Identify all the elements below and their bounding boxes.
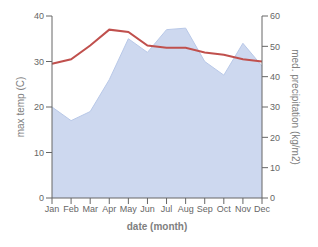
svg-text:May: May: [120, 204, 138, 214]
svg-text:10: 10: [34, 148, 44, 158]
svg-text:Oct: Oct: [217, 204, 232, 214]
svg-text:0: 0: [39, 193, 44, 203]
svg-text:40: 40: [270, 72, 280, 82]
svg-text:50: 50: [270, 42, 280, 52]
svg-text:Dec: Dec: [254, 204, 271, 214]
svg-text:Sep: Sep: [197, 204, 213, 214]
svg-text:Jan: Jan: [45, 204, 60, 214]
svg-text:Nov: Nov: [235, 204, 252, 214]
svg-text:20: 20: [270, 133, 280, 143]
svg-text:med. precipitation (kg/m2): med. precipitation (kg/m2): [290, 49, 301, 165]
svg-text:0: 0: [270, 193, 275, 203]
svg-text:40: 40: [34, 11, 44, 21]
svg-text:Aug: Aug: [178, 204, 194, 214]
svg-text:10: 10: [270, 163, 280, 173]
svg-text:Apr: Apr: [102, 204, 116, 214]
svg-text:20: 20: [34, 102, 44, 112]
svg-text:Jun: Jun: [140, 204, 155, 214]
svg-text:30: 30: [34, 57, 44, 67]
svg-text:60: 60: [270, 11, 280, 21]
svg-text:max temp (C): max temp (C): [15, 77, 26, 138]
svg-text:Feb: Feb: [63, 204, 79, 214]
svg-text:Jul: Jul: [161, 204, 173, 214]
svg-text:30: 30: [270, 102, 280, 112]
svg-text:date (month): date (month): [127, 221, 188, 232]
svg-text:Mar: Mar: [82, 204, 98, 214]
